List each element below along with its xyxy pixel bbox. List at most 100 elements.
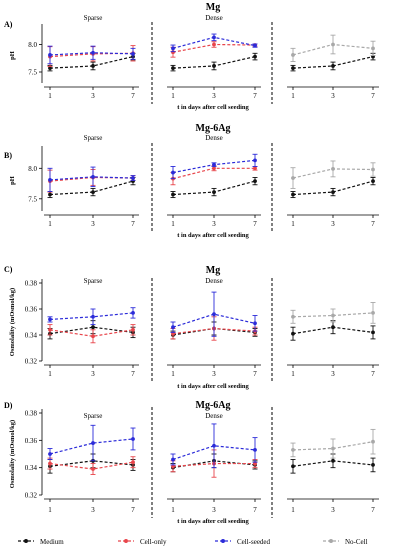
data-point [212,443,216,448]
x-tick-label: 3 [91,506,95,514]
y-tick-label: 0.38 [25,410,38,418]
y-tick-label: 0.34 [25,464,38,472]
data-point [371,46,375,51]
x-tick-label: 3 [331,92,335,100]
data-point [253,448,257,452]
group-name: Dense [205,14,223,22]
group-1: Sparse 1 3 7 [44,14,139,100]
x-tick-label: 1 [171,506,175,514]
series-cell-only [47,45,136,67]
legend-label-cell-only: Cell-only [140,538,167,546]
data-point [331,458,335,463]
series-medium [290,52,376,72]
x-tick-label: 1 [48,220,52,228]
legend-item-medium: Medium [18,538,64,546]
panel-label: A) [4,20,13,29]
x-axis-title: t in days after cell seeding [177,518,249,525]
data-point [171,66,175,71]
x-tick-label: 7 [131,370,135,378]
x-tick-label: 7 [371,370,375,378]
data-point [291,448,295,452]
data-point [48,192,52,197]
data-point [253,179,257,184]
legend-label-cell-seeded: Cell-seeded [237,538,271,546]
panel-label: C) [4,265,13,274]
group-name: Dense [205,277,223,285]
data-point [91,334,95,339]
x-tick-label: 3 [331,220,335,228]
x-tick-label: 7 [131,220,135,228]
panel-1: A) Mg 7.5 8.0 pH t in days after cell seeding… [4,2,379,111]
x-axis-title: t in days after cell seeding [177,104,249,111]
panel-4: D) Mg-6Ag 0.32 0.34 0.36 0.38 Osmolality (mOsm… [4,400,379,525]
data-point [48,53,52,57]
series-cell-seeded [170,291,258,337]
x-tick-label: 1 [291,506,295,514]
data-point [291,314,295,319]
series-cell-seeded [47,45,136,65]
series-cell-seeded [170,33,258,53]
data-point [131,311,135,315]
data-point [253,166,257,171]
series-line [49,329,134,337]
panel-title: Mg [206,265,220,276]
data-point [291,331,295,336]
data-point [171,192,175,197]
data-point [48,317,52,322]
x-tick-label: 1 [171,220,175,228]
group-2: Dense 1 3 7 [167,277,261,378]
x-tick-label: 7 [371,506,375,514]
data-point [371,167,375,172]
series-cell-only [47,456,136,475]
group-name: Sparse [84,134,103,142]
group-2: Dense 1 3 7 [167,412,261,514]
data-point [371,311,375,315]
group-3: 1 3 7 [287,428,379,514]
data-point [131,437,135,441]
y-tick-label: 8.0 [28,165,37,173]
data-point [48,452,52,456]
x-tick-label: 7 [253,370,257,378]
panel-title: Mg-6Ag [196,400,231,411]
group-name: Sparse [84,277,103,285]
series-cell-only [170,165,258,186]
data-point [171,46,175,51]
y-tick-label: 0.36 [25,306,38,314]
group-1: Sparse 1 3 7 [44,134,139,228]
x-tick-label: 7 [131,92,135,100]
x-tick-label: 3 [331,506,335,514]
legend: Medium Cell-only Cell-seeded No-Cell [18,538,368,546]
data-point [171,457,175,462]
data-point [131,176,135,180]
data-point [131,51,135,56]
group-3: 1 3 7 [287,302,379,378]
y-tick-label: 0.34 [25,332,38,340]
y-tick-label: 7.5 [28,195,37,203]
y-axis-title: pH [9,51,16,60]
data-point [253,54,257,59]
x-tick-label: 1 [48,370,52,378]
series-no-cell [290,160,376,189]
series-line [172,445,256,461]
group-name: Sparse [84,14,103,22]
panel-3: C) Mg 0.32 0.34 0.36 0.38 Osmolality (mOsmol/k… [4,265,379,390]
legend-label-no-cell: No-Cell [345,538,368,546]
group-1: Sparse 1 3 7 [44,277,139,378]
x-tick-label: 3 [212,220,216,228]
series-line [49,56,134,69]
data-point [291,66,295,71]
series-cell-seeded [47,307,136,326]
x-tick-label: 7 [371,92,375,100]
legend-item-cell-seeded: Cell-seeded [215,538,271,546]
data-point [131,460,135,465]
data-point [91,174,95,179]
series-line [49,461,134,470]
data-point [331,167,335,171]
y-axis-title: pH [9,176,16,185]
group-1: Sparse 1 3 7 [44,412,139,514]
data-point [212,312,216,317]
x-tick-label: 1 [291,370,295,378]
x-tick-label: 1 [48,506,52,514]
data-point [91,190,95,194]
